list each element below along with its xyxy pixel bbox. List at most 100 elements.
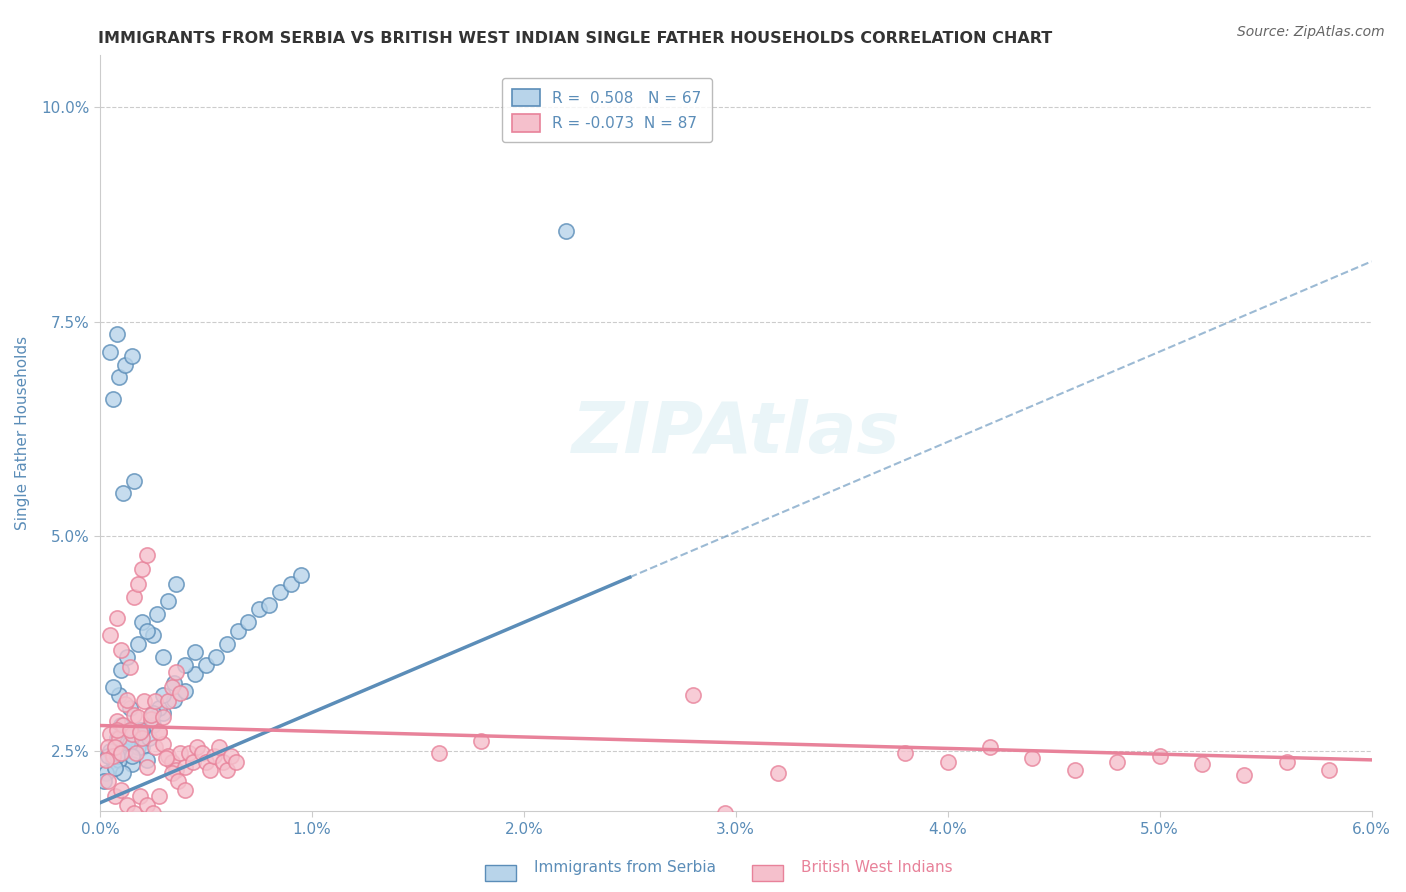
Point xyxy=(122,708,145,723)
Point xyxy=(105,723,128,737)
Point xyxy=(118,736,141,750)
Point xyxy=(114,697,136,711)
Point xyxy=(1317,763,1340,777)
Point xyxy=(156,694,179,708)
Point xyxy=(714,806,737,821)
Point xyxy=(1149,748,1171,763)
Point xyxy=(207,739,229,754)
Point xyxy=(121,757,143,772)
Point xyxy=(96,753,118,767)
Point xyxy=(177,746,200,760)
Point xyxy=(112,765,135,780)
Point xyxy=(135,797,157,812)
Point xyxy=(1107,755,1129,769)
Point xyxy=(105,748,128,763)
Point xyxy=(1063,763,1085,777)
Point xyxy=(121,349,143,363)
Point xyxy=(160,755,183,769)
Point xyxy=(146,607,169,621)
Point xyxy=(163,692,186,706)
Point xyxy=(198,763,221,777)
Point xyxy=(122,727,145,741)
Point xyxy=(118,701,141,715)
Point xyxy=(108,753,131,767)
Point xyxy=(117,736,139,750)
Point xyxy=(97,739,120,754)
Point xyxy=(936,755,959,769)
Point xyxy=(117,797,139,812)
Text: ZIPAtlas: ZIPAtlas xyxy=(571,399,900,467)
Point xyxy=(131,562,153,576)
Point xyxy=(194,658,217,673)
Point xyxy=(186,739,208,754)
Point xyxy=(169,746,191,760)
Point xyxy=(142,628,165,642)
Text: IMMIGRANTS FROM SERBIA VS BRITISH WEST INDIAN SINGLE FATHER HOUSEHOLDS CORRELATI: IMMIGRANTS FROM SERBIA VS BRITISH WEST I… xyxy=(98,31,1053,46)
Point xyxy=(202,748,225,763)
Point xyxy=(135,753,157,767)
Point xyxy=(112,718,135,732)
Point xyxy=(280,576,302,591)
Point xyxy=(134,694,156,708)
Point xyxy=(118,660,141,674)
Point xyxy=(155,751,177,765)
Point xyxy=(135,760,157,774)
Point xyxy=(427,746,450,760)
Point xyxy=(101,680,124,694)
Point xyxy=(108,731,131,746)
Point xyxy=(121,748,143,763)
Point xyxy=(125,746,148,760)
Point xyxy=(105,714,128,729)
Point xyxy=(131,615,153,630)
Point xyxy=(148,701,170,715)
Point xyxy=(127,576,149,591)
Point xyxy=(101,748,124,763)
Point xyxy=(117,692,139,706)
Point xyxy=(290,568,312,582)
Point xyxy=(96,765,118,780)
Point xyxy=(129,725,152,739)
Point xyxy=(93,774,115,789)
Point xyxy=(101,753,124,767)
Point xyxy=(108,689,131,703)
Text: Source: ZipAtlas.com: Source: ZipAtlas.com xyxy=(1237,25,1385,39)
Point xyxy=(156,748,179,763)
Point xyxy=(127,710,149,724)
Point xyxy=(173,760,195,774)
Point xyxy=(127,637,149,651)
Point xyxy=(215,637,238,651)
Legend: R =  0.508   N = 67, R = -0.073  N = 87: R = 0.508 N = 67, R = -0.073 N = 87 xyxy=(502,78,711,142)
Point xyxy=(555,224,578,238)
Point xyxy=(131,731,153,746)
Point xyxy=(121,727,143,741)
Point xyxy=(225,755,247,769)
Point xyxy=(100,727,122,741)
Point xyxy=(169,686,191,700)
Point xyxy=(173,684,195,698)
Point xyxy=(894,746,917,760)
Point xyxy=(108,370,131,384)
Point xyxy=(104,762,127,776)
Point xyxy=(138,731,160,746)
Point xyxy=(148,725,170,739)
Point xyxy=(238,615,260,630)
Point xyxy=(682,689,704,703)
Point xyxy=(122,474,145,488)
Point xyxy=(100,744,122,758)
Point xyxy=(1233,768,1256,782)
Point xyxy=(269,585,291,599)
Point xyxy=(152,738,174,752)
Point xyxy=(979,739,1001,754)
Point xyxy=(110,718,132,732)
Point xyxy=(211,755,233,769)
Point xyxy=(1021,751,1043,765)
Point xyxy=(173,658,195,673)
Point xyxy=(122,806,145,821)
Point xyxy=(148,789,170,803)
Point xyxy=(104,789,127,803)
Point xyxy=(135,624,157,638)
Point xyxy=(122,590,145,604)
Point xyxy=(143,694,166,708)
Point xyxy=(163,675,186,690)
Point xyxy=(142,706,165,720)
